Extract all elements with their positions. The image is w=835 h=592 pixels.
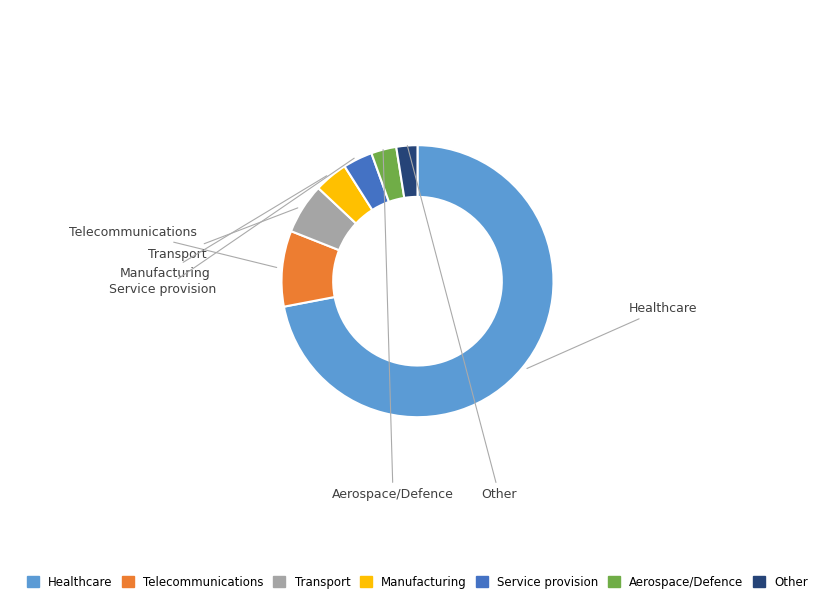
Text: Aerospace/Defence: Aerospace/Defence (332, 150, 454, 501)
Text: Healthcare: Healthcare (527, 302, 696, 368)
Legend: Healthcare, Telecommunications, Transport, Manufacturing, Service provision, Aer: Healthcare, Telecommunications, Transpor… (23, 572, 812, 592)
Text: Service provision: Service provision (109, 158, 354, 296)
Text: Other: Other (407, 146, 517, 501)
Wedge shape (291, 188, 356, 250)
Text: Transport: Transport (148, 208, 298, 260)
Wedge shape (284, 145, 554, 417)
Text: Telecommunications: Telecommunications (69, 226, 276, 268)
Wedge shape (318, 166, 372, 223)
Wedge shape (397, 145, 418, 198)
Text: Manufacturing: Manufacturing (120, 176, 326, 279)
Wedge shape (281, 231, 339, 307)
Wedge shape (372, 147, 404, 202)
Wedge shape (345, 153, 389, 210)
